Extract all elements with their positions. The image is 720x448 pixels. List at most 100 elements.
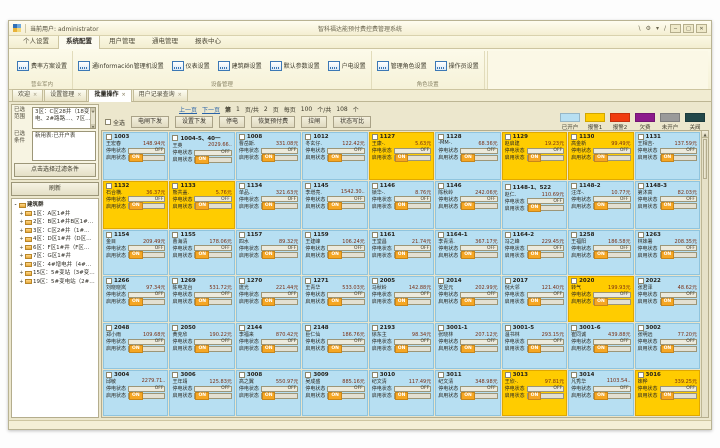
meter-cell-enable-field[interactable]: ON [526, 204, 565, 213]
meter-cell-power-field[interactable]: OFF [260, 385, 299, 392]
meter-cell-checkbox[interactable] [172, 278, 179, 285]
chevron-down-icon[interactable]: ▾ [655, 24, 659, 32]
meter-cell-checkbox[interactable] [571, 134, 578, 140]
meter-cell-enable-field[interactable]: ON [260, 297, 299, 306]
meter-cell[interactable]: 1146 锁华-. 8.76元 停电状态 OFF 启用状态 ON [368, 180, 435, 229]
meter-cell-enable-field[interactable]: ON [260, 391, 299, 400]
meter-cell-checkbox[interactable] [305, 182, 312, 189]
meter-cell[interactable]: 3004 邱敏 2279.71.. 停电状态 OFF 启用状态 ON [103, 370, 169, 416]
tree-node-zone-2[interactable]: + 2区：B区1#井B区1#… [13, 218, 97, 227]
tree-node-zone-15[interactable]: + 15区：5#变站（3#变… [13, 269, 97, 278]
meter-cell[interactable]: 1263 林妹署 208.35元 停电状态 OFF 启用状态 ON [634, 229, 700, 276]
meter-cell-power-field[interactable]: OFF [194, 245, 232, 252]
meter-cell-checkbox[interactable] [371, 278, 378, 285]
meter-cell[interactable]: 1154 金目 209.49元 停电状态 OFF 启用状态 ON [103, 229, 169, 276]
meter-cell-power-field[interactable]: OFF [393, 147, 432, 154]
meter-cell-checkbox[interactable] [305, 134, 312, 140]
meter-cell-power-field[interactable]: OFF [659, 196, 697, 203]
meter-cell-enable-field[interactable]: ON [460, 391, 498, 400]
meter-cell-enable-field[interactable]: ON [659, 251, 697, 260]
meter-cell-power-field[interactable]: OFF [194, 149, 232, 156]
meter-cell-checkbox[interactable] [571, 182, 578, 189]
meter-cell-checkbox[interactable] [172, 231, 179, 238]
meter-cell-enable-field[interactable]: ON [194, 391, 232, 400]
meter-cell-checkbox[interactable] [571, 278, 578, 285]
meter-cell-power-field[interactable]: OFF [128, 245, 166, 252]
meter-cell[interactable]: 1146 陈秋岭 242.06元 停电状态 OFF 启用状态 ON [435, 180, 501, 229]
doc-tab-batch-operation[interactable]: 批量操作 × [88, 89, 132, 102]
meter-cell-enable-field[interactable]: ON [194, 344, 232, 353]
meter-cell-power-field[interactable]: OFF [593, 385, 631, 392]
scroll-down-icon[interactable]: ▼ [91, 124, 95, 129]
meter-cell-power-field[interactable]: OFF [593, 338, 631, 345]
meter-cell-enable-field[interactable]: ON [593, 153, 631, 162]
meter-cell[interactable]: 3008 高之翼 550.97元 停电状态 OFF 启用状态 ON [235, 370, 302, 416]
meter-cell-enable-field[interactable]: ON [260, 202, 299, 211]
meter-cell-enable-field[interactable]: ON [526, 153, 565, 162]
meter-cell[interactable]: 1258 王福阳 186.58元 停电状态 OFF 启用状态 ON [568, 229, 634, 276]
meter-cell-enable-field[interactable]: ON [260, 153, 299, 162]
meter-cell-checkbox[interactable] [371, 182, 378, 189]
meter-cell-enable-field[interactable]: ON [393, 391, 432, 400]
tree-node-zone-1[interactable]: + 1区：A区1#井 [13, 210, 97, 219]
close-button[interactable]: ✕ [696, 23, 707, 33]
meter-cell-power-field[interactable]: OFF [393, 291, 432, 298]
meter-cell-power-field[interactable]: OFF [260, 291, 299, 298]
meter-cell-power-field[interactable]: OFF [260, 338, 299, 345]
close-icon[interactable]: × [77, 92, 82, 98]
meter-cell-checkbox[interactable] [106, 278, 112, 285]
ribbon-button-rate-plan[interactable]: 费率方案设置 [15, 60, 69, 72]
meter-cell-checkbox[interactable] [504, 134, 511, 140]
refresh-button[interactable]: 刷新 [11, 182, 99, 196]
meter-cell[interactable]: 1271 王青华 533.03元 停电状态 OFF 启用状态 ON [302, 276, 368, 323]
meter-cell-checkbox[interactable] [238, 182, 245, 189]
meter-cell-enable-field[interactable]: ON [393, 251, 432, 260]
meter-cell[interactable]: 1269 陈电龙台 531.72元 停电状态 OFF 启用状态 ON [169, 276, 235, 323]
meter-cell[interactable]: 1003 王宏春 148.94元 停电状态 OFF 启用状态 ON [103, 132, 169, 180]
meter-cell-power-field[interactable]: OFF [327, 338, 365, 345]
selected-condition-value[interactable]: 新用表:已开户表 [32, 131, 96, 161]
meter-cell-enable-field[interactable]: ON [659, 153, 697, 162]
meter-cell-power-field[interactable]: OFF [393, 338, 432, 345]
meter-cell-power-field[interactable]: OFF [593, 245, 631, 252]
meter-cell[interactable]: 1012 冬玄仔. 122.42元 停电状态 OFF 启用状态 ON [302, 132, 368, 180]
meter-cell-power-field[interactable]: OFF [260, 147, 299, 154]
ribbon-button-building-group[interactable]: 建筑群设置 [216, 60, 264, 72]
meter-cell-enable-field[interactable]: ON [194, 155, 232, 164]
meter-cell[interactable]: 2014 安昱元 202.99元 停电状态 OFF 启用状态 ON [435, 276, 501, 323]
tab-system-config[interactable]: 系统配置 [58, 35, 100, 49]
meter-cell-power-field[interactable]: OFF [460, 291, 498, 298]
meter-cell-power-field[interactable]: OFF [659, 245, 697, 252]
meter-cell-enable-field[interactable]: ON [393, 153, 432, 162]
meter-cell[interactable]: 1008 曹岳斯. 331.08元 停电状态 OFF 启用状态 ON [235, 132, 302, 180]
meter-cell-enable-field[interactable]: ON [659, 391, 697, 400]
meter-cell-checkbox[interactable] [305, 372, 312, 379]
meter-cell-enable-field[interactable]: ON [460, 297, 498, 306]
ribbon-button-admin-role[interactable]: 管理角色设置 [375, 60, 429, 72]
meter-cell-checkbox[interactable] [238, 325, 245, 332]
meter-cell-power-field[interactable]: OFF [593, 196, 631, 203]
meter-cell[interactable]: 2048 郑小雨 109.68元 停电状态 OFF 启用状态 ON [103, 323, 169, 370]
building-tree[interactable]: - 建筑群 + 1区：A区1#井 + 2区：B区1#井B区1#… [11, 198, 99, 418]
button-settings-dispatch[interactable]: 设置下发 [175, 116, 214, 128]
meter-cell-checkbox[interactable] [571, 325, 578, 332]
meter-cell-checkbox[interactable] [172, 182, 179, 189]
meter-cell-enable-field[interactable]: ON [327, 297, 365, 306]
meter-cell-enable-field[interactable]: ON [460, 153, 498, 162]
meter-cell-checkbox[interactable] [504, 183, 511, 190]
meter-cell-checkbox[interactable] [571, 231, 578, 238]
expander-icon[interactable]: - [14, 202, 17, 208]
meter-cell-power-field[interactable]: OFF [128, 196, 166, 203]
meter-cell-power-field[interactable]: OFF [526, 291, 565, 298]
meter-cell-enable-field[interactable]: ON [128, 251, 166, 260]
expander-icon[interactable]: + [19, 219, 24, 225]
meter-cell-checkbox[interactable] [438, 134, 445, 140]
meter-cell-power-field[interactable]: OFF [659, 291, 697, 298]
meter-cell-enable-field[interactable]: ON [460, 202, 498, 211]
meter-cell-enable-field[interactable]: ON [128, 344, 166, 353]
expander-icon[interactable]: + [19, 244, 24, 251]
expander-icon[interactable]: + [19, 261, 24, 268]
meter-cell-power-field[interactable]: OFF [526, 147, 565, 154]
tab-personal-settings[interactable]: 个人设置 [23, 37, 49, 45]
selected-range-value[interactable]: 3区：C区28井（18变电、2#路路…、7区… ▲ ▼ [32, 107, 96, 129]
